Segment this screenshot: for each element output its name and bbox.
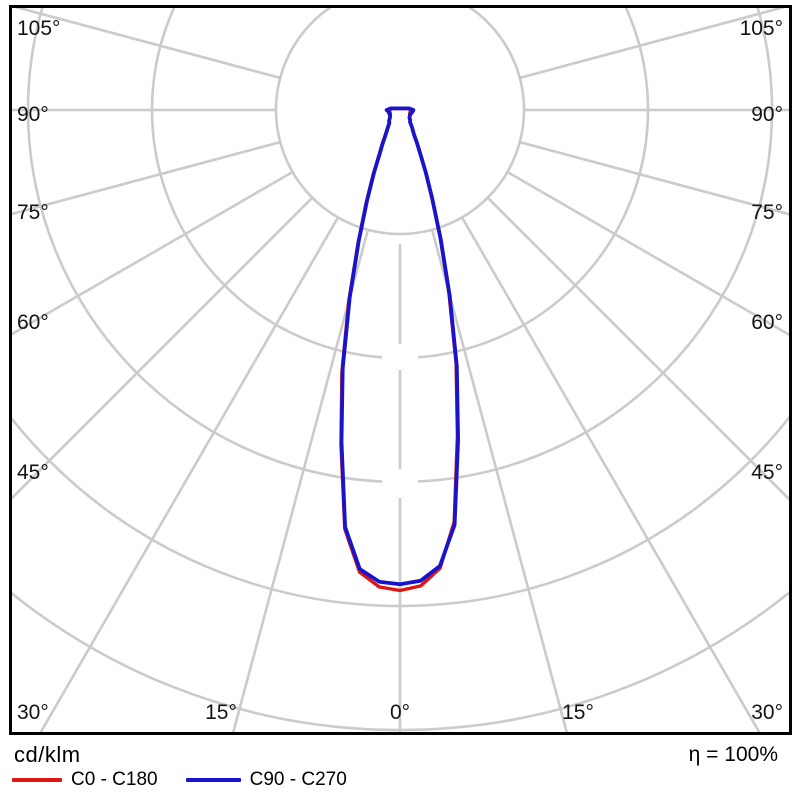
angle-label: 30° (17, 701, 49, 724)
angle-label: 105° (740, 17, 783, 40)
angle-label: 105° (17, 17, 60, 40)
angle-label: 90° (751, 103, 783, 126)
intensity-curves (339, 106, 460, 593)
legend-swatch-c90-c270 (185, 778, 241, 782)
curve-c90-c270 (339, 106, 460, 587)
angle-label: 45° (17, 461, 49, 484)
angle-label: 60° (17, 311, 49, 334)
efficiency-label: η = 100% (688, 743, 778, 766)
angle-label: 0° (390, 701, 410, 724)
legend-label-c0-c180: C0 - C180 (71, 769, 158, 790)
angle-label: 60° (751, 311, 783, 334)
angle-label: 75° (751, 201, 783, 224)
angle-label: 90° (17, 103, 49, 126)
angle-label: 75° (17, 201, 49, 224)
angle-label: 15° (205, 701, 237, 724)
angle-label: 45° (751, 461, 783, 484)
legend: C0 - C180 C90 - C270 (12, 769, 347, 791)
angle-label: 30° (751, 701, 783, 724)
unit-label: cd/klm (14, 742, 81, 767)
legend-label-c90-c270: C90 - C270 (249, 769, 347, 790)
axis-halos (382, 344, 418, 498)
angle-labels: 105° 90° 75° 60° 45° 30° 15° 0° 15° 30° 105° 90° 75°… (17, 17, 783, 724)
angle-label: 15° (562, 701, 594, 724)
legend-swatch-c0-c180 (12, 778, 62, 782)
